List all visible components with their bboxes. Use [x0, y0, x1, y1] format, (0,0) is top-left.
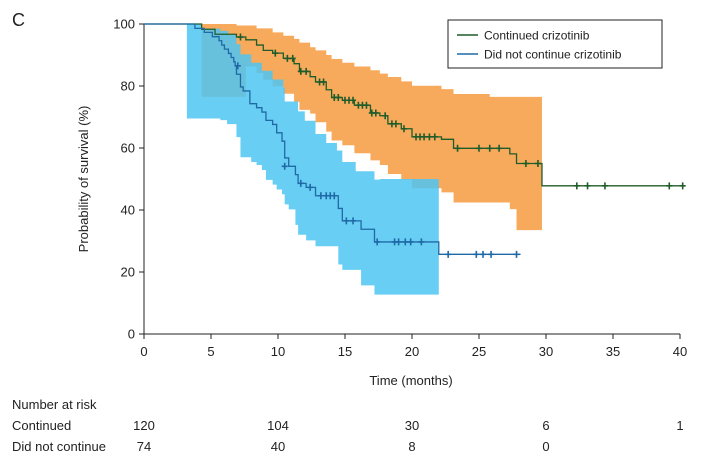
censor-mark-not-continued [445, 250, 452, 258]
x-tick-label: 15 [338, 344, 352, 359]
km-curve-continued [144, 23, 683, 187]
x-tick-label: 25 [472, 344, 486, 359]
y-axis-title: Probability of survival (%) [76, 106, 91, 253]
risk-row-label: Continued [12, 418, 71, 433]
censor-mark-continued [392, 120, 399, 128]
x-tick-label: 10 [271, 344, 285, 359]
censor-mark-not-continued [374, 238, 381, 246]
censor-mark-not-continued [234, 62, 241, 70]
risk-count: 104 [267, 418, 289, 433]
risk-row-label: Did not continue [12, 439, 106, 454]
legend-label: Did not continue crizotinib [484, 48, 622, 62]
censor-mark-not-continued [350, 217, 357, 225]
censor-mark-not-continued [473, 250, 480, 258]
ci-band-not-continued [144, 24, 439, 295]
censor-mark-not-continued [402, 238, 409, 246]
risk-count: 74 [137, 439, 151, 454]
censor-mark-continued [303, 67, 310, 75]
legend-box [447, 19, 663, 69]
y-tick-label: 80 [121, 79, 135, 94]
censor-mark-continued [584, 182, 591, 190]
x-tick-label: 5 [207, 344, 214, 359]
censor-mark-continued [431, 133, 438, 141]
risk-count: 1 [676, 418, 683, 433]
censor-mark-continued [272, 49, 279, 57]
risk-count: 0 [542, 439, 549, 454]
censor-mark-continued [335, 93, 342, 101]
x-tick-label: 30 [539, 344, 553, 359]
risk-table-title: Number at risk [12, 397, 97, 412]
censor-mark-not-continued [297, 179, 304, 187]
censor-mark-continued [496, 144, 503, 152]
censor-mark-continued [486, 144, 493, 152]
censor-mark-continued [454, 144, 461, 152]
censor-mark-not-continued [395, 238, 402, 246]
censor-mark-not-continued [317, 192, 324, 200]
legend-label: Continued crizotinib [484, 29, 590, 43]
censor-mark-continued [320, 78, 327, 86]
panel-letter: C [12, 10, 25, 30]
y-tick-label: 60 [121, 141, 135, 156]
censor-mark-continued [372, 109, 379, 117]
censor-mark-not-continued [343, 217, 350, 225]
censor-mark-continued [601, 182, 608, 190]
censor-mark-continued [400, 125, 407, 133]
risk-count: 8 [408, 439, 415, 454]
censor-mark-continued [421, 133, 428, 141]
risk-count: 30 [405, 418, 419, 433]
number-at-risk-table: Number at risk Continued 120 104 30 6 1 Did not… [12, 397, 684, 454]
censor-mark-not-continued [513, 250, 520, 258]
x-tick-label: 0 [140, 344, 147, 359]
risk-count: 40 [271, 439, 285, 454]
y-tick-label: 40 [121, 203, 135, 218]
censor-mark-not-continued [488, 250, 495, 258]
censor-mark-continued [382, 112, 389, 120]
censor-marks [234, 33, 686, 258]
y-tick-label: 20 [121, 265, 135, 280]
censor-mark-continued [573, 182, 580, 190]
censor-mark-not-continued [480, 250, 487, 258]
censor-mark-continued [522, 160, 529, 167]
censor-mark-continued [363, 101, 370, 109]
censor-mark-continued [350, 96, 357, 104]
censor-mark-continued [284, 54, 291, 62]
censor-mark-continued [476, 144, 482, 152]
censor-mark-not-continued [307, 183, 314, 191]
confidence-bands [144, 24, 542, 295]
censor-mark-continued [426, 133, 433, 141]
censor-mark-not-continued [281, 162, 288, 170]
x-axis-title: Time (months) [369, 373, 452, 388]
axes: 0 5 10 15 20 25 30 35 40 0 20 40 60 80 100 [113, 17, 687, 360]
x-tick-label: 35 [606, 344, 620, 359]
x-tick-label: 40 [673, 344, 687, 359]
censor-mark-continued [289, 54, 296, 62]
censor-mark-continued [534, 160, 541, 167]
censor-mark-continued [679, 182, 686, 190]
censor-mark-continued [237, 33, 244, 41]
risk-count: 6 [542, 418, 549, 433]
risk-count: 120 [133, 418, 155, 433]
censor-mark-not-continued [331, 192, 338, 200]
legend: Continued crizotinib Did not continue cri… [447, 19, 663, 69]
censor-mark-not-continued [418, 238, 425, 246]
censor-mark-not-continued [407, 238, 414, 246]
y-tick-label: 0 [128, 327, 135, 342]
censor-mark-continued [666, 182, 673, 190]
x-tick-label: 20 [405, 344, 419, 359]
censor-mark-continued [297, 67, 304, 75]
y-tick-label: 100 [113, 17, 135, 32]
